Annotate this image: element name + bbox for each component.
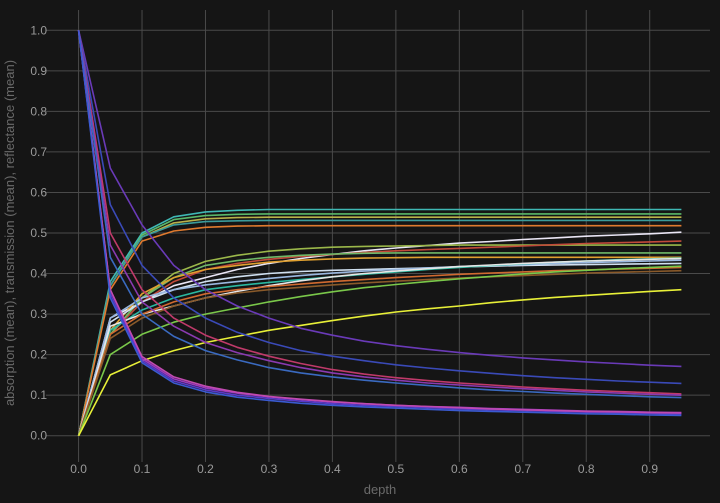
y-axis-label: absorption (mean), transmission (mean), … bbox=[2, 60, 17, 406]
series-line-4 bbox=[77, 219, 682, 436]
series-line-7 bbox=[77, 244, 682, 436]
y-tick-label: 0.6 bbox=[30, 185, 47, 199]
series-line-19 bbox=[77, 30, 682, 368]
series-line-3 bbox=[77, 216, 682, 436]
y-tick-label: 0.0 bbox=[30, 429, 47, 443]
y-tick-label: 1.0 bbox=[30, 23, 47, 37]
series-lines bbox=[77, 30, 682, 437]
series-line-6 bbox=[77, 231, 682, 436]
series-line-1 bbox=[77, 208, 682, 436]
series-line-23 bbox=[77, 30, 682, 399]
series-line-20 bbox=[77, 30, 682, 385]
x-tick-label: 0.2 bbox=[197, 462, 214, 476]
x-tick-label: 0.0 bbox=[70, 462, 87, 476]
y-tick-label: 0.9 bbox=[30, 64, 47, 78]
series-line-16 bbox=[77, 269, 682, 436]
series-line-21 bbox=[77, 30, 682, 395]
y-tick-label: 0.2 bbox=[30, 348, 47, 362]
series-line-2 bbox=[77, 213, 682, 436]
series-line-5 bbox=[77, 224, 682, 436]
series-line-8 bbox=[77, 240, 682, 436]
series-line-10 bbox=[77, 256, 682, 436]
y-tick-label: 0.8 bbox=[30, 104, 47, 118]
x-tick-label: 0.6 bbox=[451, 462, 468, 476]
series-line-12 bbox=[77, 259, 682, 436]
x-tick-label: 0.8 bbox=[578, 462, 595, 476]
y-tick-label: 0.4 bbox=[30, 267, 47, 281]
y-tick-label: 0.5 bbox=[30, 226, 47, 240]
series-line-18 bbox=[77, 288, 682, 437]
y-tick-label: 0.7 bbox=[30, 145, 47, 159]
x-tick-label: 0.4 bbox=[324, 462, 341, 476]
x-tick-label: 0.1 bbox=[134, 462, 151, 476]
series-line-22 bbox=[77, 30, 682, 396]
x-tick-label: 0.3 bbox=[261, 462, 278, 476]
series-line-27 bbox=[77, 30, 682, 417]
x-tick-label: 0.9 bbox=[641, 462, 658, 476]
x-axis-label: depth bbox=[364, 482, 397, 497]
tick-labels: 0.0 0.1 0.2 0.3 0.4 0.5 0.6 0.7 0.8 0.9 0.0 0.1 0.2 0… bbox=[30, 23, 658, 476]
y-tick-label: 0.1 bbox=[30, 388, 47, 402]
series-line-26 bbox=[77, 30, 682, 414]
x-tick-label: 0.7 bbox=[514, 462, 531, 476]
x-tick-label: 0.5 bbox=[388, 462, 405, 476]
y-tick-label: 0.3 bbox=[30, 307, 47, 321]
